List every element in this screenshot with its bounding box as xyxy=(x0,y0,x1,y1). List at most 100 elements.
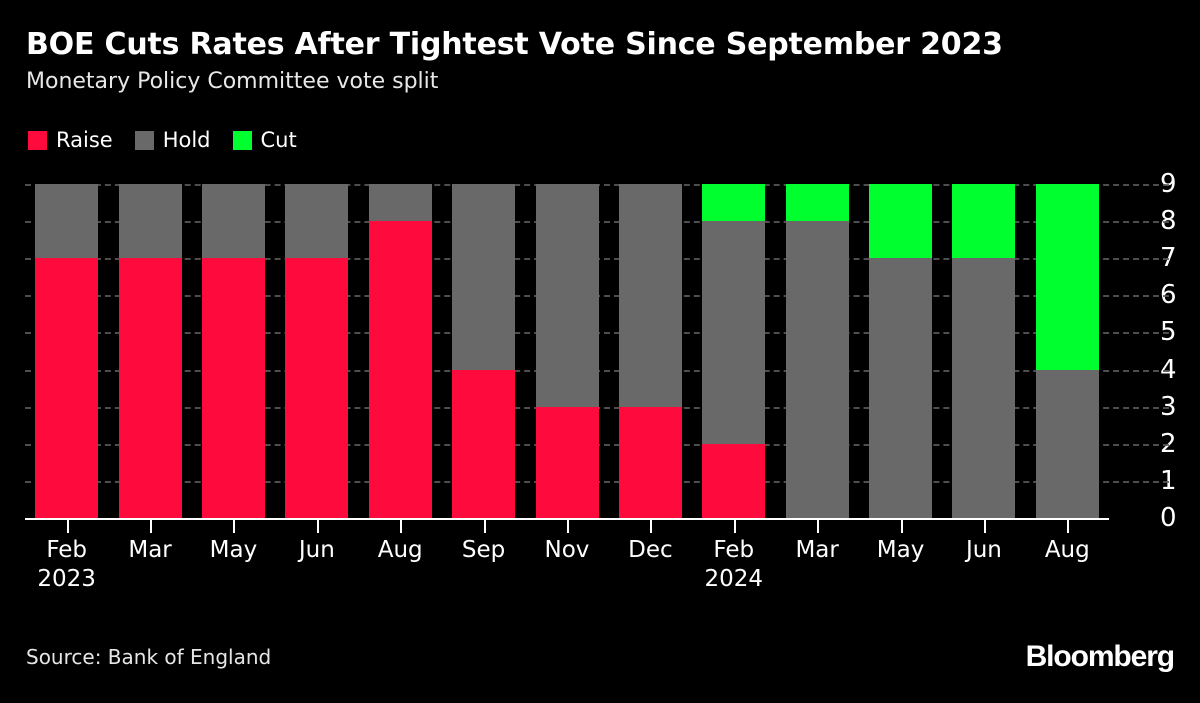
x-axis-tick xyxy=(150,520,152,533)
x-axis-tick xyxy=(233,520,235,533)
x-axis-label-month: Mar xyxy=(128,537,172,563)
bar-segment-hold[interactable] xyxy=(202,184,265,259)
bar-segment-raise[interactable] xyxy=(202,258,265,518)
bloomberg-logo: Bloomberg xyxy=(1025,640,1176,673)
y-axis-label: 0 xyxy=(1160,503,1177,533)
x-axis-tick xyxy=(984,520,986,533)
x-axis-labels: Feb 2023 Mar May Jun Aug Sep Nov Dec Feb 2024 Mar Ma… xyxy=(25,536,1109,616)
bar-segment-hold[interactable] xyxy=(119,184,182,259)
bar-segment-cut[interactable] xyxy=(786,184,849,222)
bar-group[interactable] xyxy=(786,184,849,518)
x-axis-label: Feb 2024 xyxy=(692,536,775,594)
bar-segment-hold[interactable] xyxy=(869,258,932,518)
bar-segment-raise[interactable] xyxy=(119,258,182,518)
legend-item-cut[interactable]: Cut xyxy=(232,128,297,152)
x-axis-label-year: 2023 xyxy=(37,565,96,592)
chart-footer: Source: Bank of England Bloomberg xyxy=(26,640,1176,674)
x-axis-label: Sep xyxy=(442,536,525,565)
x-axis-tick xyxy=(1067,520,1069,533)
x-axis-label-month: Feb xyxy=(46,537,88,563)
bar-segment-raise[interactable] xyxy=(35,258,98,518)
x-axis-label: Nov xyxy=(525,536,608,565)
square-swatch-icon xyxy=(232,131,252,150)
plot-inner xyxy=(25,184,1169,518)
bar-group[interactable] xyxy=(285,184,348,518)
x-axis-label: Feb 2023 xyxy=(25,536,108,594)
square-swatch-icon xyxy=(134,131,154,150)
bar-segment-cut[interactable] xyxy=(1036,184,1099,370)
x-axis-label-month: May xyxy=(876,537,925,563)
x-axis-label: Aug xyxy=(359,536,442,565)
x-axis-label-month: Jun xyxy=(298,537,335,563)
bar-segment-raise[interactable] xyxy=(452,369,515,518)
bar-group[interactable] xyxy=(1036,184,1099,518)
x-axis-label-month: Mar xyxy=(795,537,839,563)
bar-segment-hold[interactable] xyxy=(536,184,599,407)
bar-group[interactable] xyxy=(952,184,1015,518)
x-axis-label-month: Nov xyxy=(544,537,590,563)
x-axis-label: Dec xyxy=(609,536,692,565)
x-axis-label-month: Aug xyxy=(377,537,423,563)
bar-segment-cut[interactable] xyxy=(869,184,932,259)
bar-group[interactable] xyxy=(702,184,765,518)
x-axis-label: Aug xyxy=(1026,536,1109,565)
legend-item-label: Raise xyxy=(56,128,113,152)
bar-segment-hold[interactable] xyxy=(952,258,1015,518)
x-axis-label-month: Aug xyxy=(1044,537,1090,563)
chart-subtitle: Monetary Policy Committee vote split xyxy=(26,68,439,94)
bar-segment-hold[interactable] xyxy=(1036,369,1099,518)
bar-segment-raise[interactable] xyxy=(702,443,765,518)
x-axis-tick xyxy=(901,520,903,533)
bar-segment-hold[interactable] xyxy=(702,221,765,444)
bar-group[interactable] xyxy=(536,184,599,518)
bar-segment-raise[interactable] xyxy=(619,406,682,518)
legend-item-raise[interactable]: Raise xyxy=(28,130,113,151)
x-axis-label: May xyxy=(859,536,942,565)
square-swatch-icon xyxy=(28,131,47,150)
bar-segment-hold[interactable] xyxy=(786,221,849,518)
x-axis-label: Mar xyxy=(775,536,858,565)
bar-segment-raise[interactable] xyxy=(285,258,348,518)
x-axis-label-month: May xyxy=(209,537,258,563)
bar-segment-raise[interactable] xyxy=(369,221,432,518)
x-axis-label-month: Jun xyxy=(965,537,1002,563)
x-axis-tick xyxy=(317,520,319,533)
x-axis-tick xyxy=(484,520,486,533)
x-axis-tick xyxy=(567,520,569,533)
bar-segment-raise[interactable] xyxy=(536,406,599,518)
x-axis-label-month: Dec xyxy=(628,537,673,563)
x-axis-label-month: Feb xyxy=(713,537,755,563)
x-axis-tick xyxy=(734,520,736,533)
bar-group[interactable] xyxy=(452,184,515,518)
x-axis-line xyxy=(25,518,1109,520)
legend-item-label: Hold xyxy=(162,128,211,152)
bar-group[interactable] xyxy=(35,184,98,518)
source-note: Source: Bank of England xyxy=(26,645,272,669)
x-axis-label: Mar xyxy=(108,536,191,565)
bar-segment-cut[interactable] xyxy=(702,184,765,222)
legend-item-hold[interactable]: Hold xyxy=(134,128,211,152)
bar-group[interactable] xyxy=(619,184,682,518)
bar-group[interactable] xyxy=(369,184,432,518)
x-axis-label: Jun xyxy=(275,536,358,565)
bar-series-container xyxy=(25,184,1109,518)
chart-legend: Raise Hold Cut xyxy=(28,130,297,151)
x-axis-tick xyxy=(650,520,652,533)
bar-segment-hold[interactable] xyxy=(35,184,98,259)
x-axis-label: Jun xyxy=(942,536,1025,565)
bar-segment-hold[interactable] xyxy=(369,184,432,222)
x-axis-label-month: Sep xyxy=(461,537,506,563)
bar-segment-cut[interactable] xyxy=(952,184,1015,259)
bar-segment-hold[interactable] xyxy=(452,184,515,370)
bar-group[interactable] xyxy=(119,184,182,518)
bar-group[interactable] xyxy=(869,184,932,518)
x-axis-label-year: 2024 xyxy=(704,565,764,592)
bar-group[interactable] xyxy=(202,184,265,518)
bar-segment-hold[interactable] xyxy=(285,184,348,259)
x-axis-label: May xyxy=(192,536,275,565)
bar-segment-hold[interactable] xyxy=(619,184,682,407)
legend-item-label: Cut xyxy=(260,128,297,152)
x-axis-tick xyxy=(817,520,819,533)
